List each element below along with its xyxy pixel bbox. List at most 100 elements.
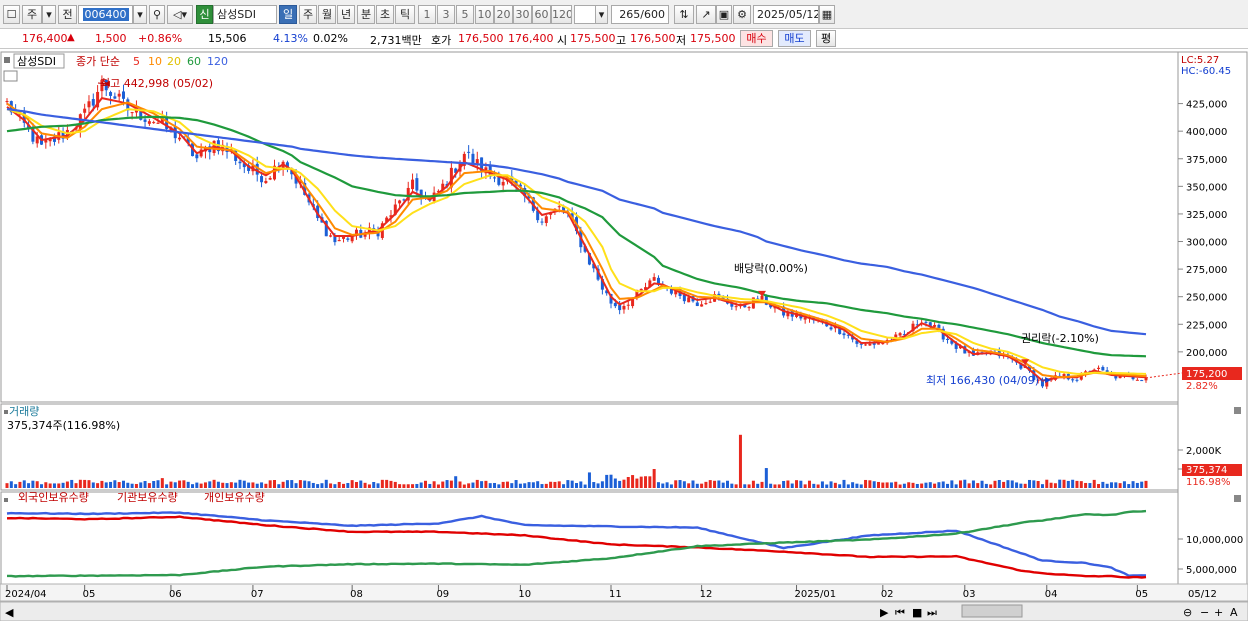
- period-year-button[interactable]: 년: [337, 5, 355, 24]
- holdings-panel[interactable]: [0, 491, 1179, 585]
- x-tick-label: 06: [169, 589, 182, 600]
- institution-holding-title[interactable]: 기관보유수량: [117, 491, 178, 504]
- scope-button[interactable]: 전: [58, 5, 77, 24]
- ma5-label[interactable]: 5: [133, 55, 140, 68]
- volume-bar: [1075, 480, 1079, 488]
- foreign-holding-title[interactable]: 외국인보유수량: [18, 491, 89, 504]
- play-icon[interactable]: ▶: [880, 606, 889, 619]
- calendar-icon[interactable]: ▦: [819, 5, 835, 24]
- holdings-panel-close-icon[interactable]: [1234, 495, 1241, 502]
- volume-bar: [980, 480, 984, 488]
- minus-icon[interactable]: −: [1200, 606, 1209, 619]
- legend-toggle-icon[interactable]: [3, 70, 18, 82]
- stop-icon[interactable]: ■: [912, 606, 922, 619]
- minute-5-button[interactable]: 5: [456, 5, 474, 24]
- forward-icon[interactable]: ⏭: [927, 606, 937, 619]
- settings-a-icon[interactable]: A: [1230, 606, 1238, 619]
- period-second-button[interactable]: 초: [376, 5, 394, 24]
- ma120-label[interactable]: 120: [207, 55, 228, 68]
- volume-bar: [1088, 483, 1092, 488]
- candle: [881, 342, 885, 345]
- left-scroll-icon[interactable]: ◀: [5, 606, 14, 619]
- volume-bar: [726, 480, 730, 488]
- minute-120-button[interactable]: 120: [551, 5, 572, 24]
- candle: [704, 303, 708, 305]
- period-week-button[interactable]: 주: [299, 5, 317, 24]
- ma10-label[interactable]: 10: [148, 55, 162, 68]
- zoom-out-icon[interactable]: ⊖: [1183, 606, 1192, 619]
- sell-button[interactable]: 매도: [778, 30, 811, 47]
- stock-name-field[interactable]: 삼성SDI: [213, 5, 277, 24]
- volume-bar: [160, 478, 164, 488]
- candle: [734, 306, 738, 308]
- candle: [411, 179, 415, 190]
- volume-bar: [1028, 479, 1032, 488]
- stock-chart[interactable]: 425,000 400,000 375,000 350,000 325,000 300,0…: [0, 51, 1248, 621]
- volume-panel-handle-icon[interactable]: [4, 410, 8, 414]
- period-month-button[interactable]: 월: [318, 5, 336, 24]
- stock-code-input[interactable]: 006400: [78, 5, 133, 24]
- last-pct-label: 2.82%: [1186, 381, 1218, 392]
- buy-button[interactable]: 매수: [740, 30, 773, 47]
- ma60-label[interactable]: 60: [187, 55, 201, 68]
- save-icon[interactable]: ▣: [716, 5, 732, 24]
- eval-button[interactable]: 평: [816, 30, 836, 47]
- volume-panel-close-icon[interactable]: [1234, 407, 1241, 414]
- volume-last-pct: 116.98%: [1186, 477, 1231, 488]
- candle: [449, 167, 453, 188]
- volume-bar: [1097, 483, 1101, 488]
- ma20-label[interactable]: 20: [167, 55, 181, 68]
- price-panel-handle-icon[interactable]: [4, 57, 10, 63]
- candle: [462, 153, 466, 166]
- minute-20-button[interactable]: 20: [494, 5, 513, 24]
- volume-bar: [678, 480, 682, 488]
- gear-icon[interactable]: ⚙: [733, 5, 751, 24]
- volume-bar: [415, 483, 419, 488]
- institution-holding-line: [6, 515, 1147, 579]
- speaker-icon[interactable]: ◁▾: [167, 5, 193, 24]
- minute-60-button[interactable]: 60: [532, 5, 551, 24]
- period-minute-button[interactable]: 분: [357, 5, 375, 24]
- volume-bar: [1144, 480, 1148, 488]
- crosshair-icon[interactable]: ↗: [696, 5, 716, 24]
- code-dropdown-icon[interactable]: ▾: [133, 5, 147, 24]
- rewind-icon[interactable]: ⏮: [895, 606, 905, 619]
- holdings-panel-handle-icon[interactable]: [4, 498, 8, 502]
- candle: [294, 174, 298, 184]
- volume-bar: [216, 481, 220, 488]
- scroll-thumb[interactable]: [961, 604, 1023, 618]
- scroll-bar[interactable]: [0, 601, 1248, 621]
- plus-icon[interactable]: +: [1214, 606, 1223, 619]
- window-menu-icon[interactable]: ☐: [3, 5, 20, 24]
- minute-1-button[interactable]: 1: [418, 5, 436, 24]
- candle: [255, 163, 259, 175]
- volume-bar: [87, 480, 91, 488]
- volume-bar: [195, 482, 199, 488]
- minute-3-button[interactable]: 3: [437, 5, 455, 24]
- market-select[interactable]: 주: [22, 5, 42, 24]
- volume-bar: [790, 483, 794, 488]
- stock-label-box[interactable]: [13, 53, 65, 69]
- minute-30-button[interactable]: 30: [513, 5, 532, 24]
- zoom-icon[interactable]: ⇅: [674, 5, 694, 24]
- search-icon[interactable]: ⚲: [149, 5, 165, 24]
- volume-bar: [260, 482, 264, 488]
- volume-bar: [342, 483, 346, 488]
- candle: [1028, 365, 1032, 371]
- chevron-down-icon[interactable]: ▾: [42, 5, 56, 24]
- bar-count-field[interactable]: 265/600: [611, 5, 669, 24]
- individual-holding-title[interactable]: 개인보유수량: [204, 491, 265, 504]
- ma-10-line: [6, 101, 1147, 379]
- date-input[interactable]: 2025/05/12: [753, 5, 819, 24]
- volume-bar: [954, 484, 958, 488]
- candle: [199, 149, 203, 157]
- bid-price: 176,400: [508, 32, 554, 45]
- volume-bar: [708, 480, 712, 488]
- interval-dropdown-icon[interactable]: ▾: [595, 5, 608, 24]
- candle: [35, 136, 39, 144]
- candle: [1019, 363, 1023, 369]
- period-day-button[interactable]: 일: [279, 5, 297, 24]
- minute-10-button[interactable]: 10: [475, 5, 494, 24]
- period-tick-button[interactable]: 틱: [395, 5, 415, 24]
- candle: [743, 304, 747, 308]
